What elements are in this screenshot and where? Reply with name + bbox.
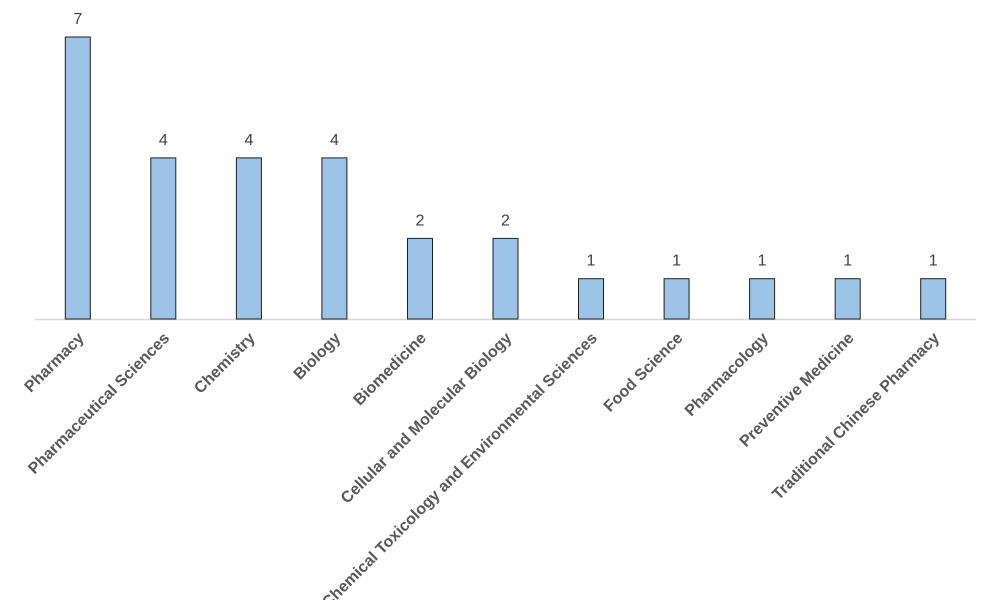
bar-chemistry (235, 157, 262, 320)
value-label-biomedicine: 2 (416, 212, 425, 229)
value-label-food-science: 1 (672, 253, 681, 270)
bar-pharmacy (64, 36, 91, 320)
value-labels-group: 7 4 4 4 2 2 1 1 1 1 1 (73, 11, 937, 270)
value-label-pharmaceutical-sciences: 4 (159, 132, 168, 149)
category-label-biology: Biology (291, 330, 345, 384)
category-label-pharmaceutical-sciences: Pharmaceutical Sciences (25, 330, 173, 478)
value-label-preventive-medicine: 1 (843, 253, 852, 270)
value-label-biology: 4 (330, 132, 339, 149)
bar-pharmaceutical-sciences (150, 157, 177, 320)
bars-group (64, 36, 947, 320)
bar-biomedicine (407, 237, 433, 320)
category-label-pharmacy: Pharmacy (22, 330, 88, 396)
bar-pharmacology (749, 278, 776, 320)
category-label-food-science: Food Science (601, 330, 687, 416)
value-label-pharmacy: 7 (73, 11, 82, 28)
bar-cellular-and-molecular-biology (492, 237, 519, 320)
bar-chemical-toxicology-and-environmental-sciences (578, 278, 604, 320)
bar-food-science (663, 278, 690, 320)
value-label-chemical-toxicology-and-environmental-sciences: 1 (587, 253, 596, 270)
category-label-chemical-toxicology-and-environmental-sciences: Chemical Toxicology and Environmental Sc… (319, 330, 601, 600)
value-label-chemistry: 4 (244, 132, 253, 149)
value-label-cellular-and-molecular-biology: 2 (501, 212, 510, 229)
value-label-traditional-chinese-pharmacy: 1 (929, 253, 938, 270)
bar-traditional-chinese-pharmacy (920, 278, 947, 320)
value-label-pharmacology: 1 (758, 253, 767, 270)
category-label-traditional-chinese-pharmacy: Traditional Chinese Pharmacy (769, 330, 943, 504)
category-label-biomedicine: Biomedicine (351, 330, 430, 409)
bar-preventive-medicine (834, 278, 861, 320)
category-label-chemistry: Chemistry (191, 330, 258, 397)
category-label-pharmacology: Pharmacology (682, 330, 772, 420)
bar-biology (321, 157, 348, 320)
category-label-cellular-and-molecular-biology: Cellular and Molecular Biology (338, 330, 515, 507)
